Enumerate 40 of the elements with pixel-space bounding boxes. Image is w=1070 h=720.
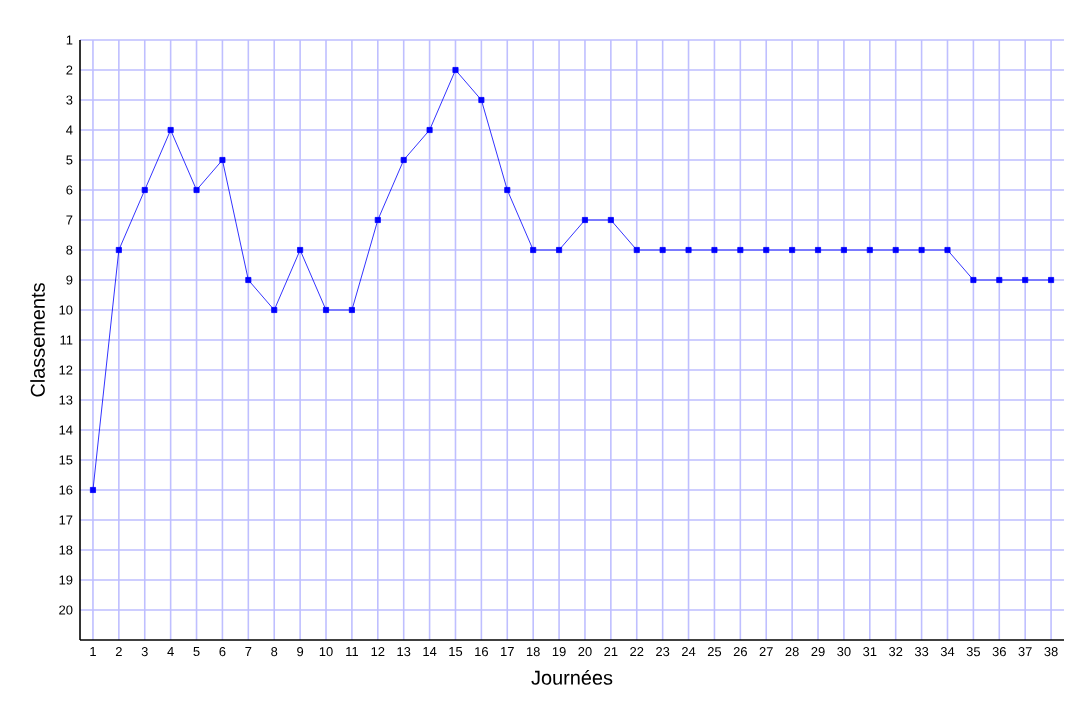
point xyxy=(348,307,355,313)
point xyxy=(167,127,174,133)
point xyxy=(607,217,614,223)
point xyxy=(763,247,770,253)
point xyxy=(141,187,148,193)
point xyxy=(711,247,718,253)
point xyxy=(400,157,407,163)
y-axis-title: Classements xyxy=(30,283,45,397)
point xyxy=(504,187,511,193)
point xyxy=(374,217,381,223)
point xyxy=(452,67,459,73)
point xyxy=(1048,277,1055,283)
point xyxy=(115,247,122,253)
point xyxy=(918,247,925,253)
point xyxy=(737,247,744,253)
point xyxy=(193,187,200,193)
point xyxy=(944,247,951,253)
point xyxy=(297,247,304,253)
point xyxy=(815,247,822,253)
point xyxy=(89,487,96,493)
point xyxy=(866,247,873,253)
point xyxy=(245,277,252,283)
point xyxy=(996,277,1003,283)
point xyxy=(659,247,666,253)
point xyxy=(685,247,692,253)
point xyxy=(219,157,226,163)
point xyxy=(1022,277,1029,283)
point xyxy=(271,307,278,313)
point xyxy=(581,217,588,223)
point xyxy=(633,247,640,253)
point xyxy=(892,247,899,253)
point xyxy=(556,247,563,253)
point xyxy=(426,127,433,133)
point xyxy=(323,307,329,313)
point xyxy=(478,97,485,103)
point xyxy=(530,247,537,253)
point xyxy=(789,247,796,253)
x-axis-title: Journées xyxy=(531,669,613,685)
point xyxy=(840,247,847,253)
point xyxy=(970,277,977,283)
